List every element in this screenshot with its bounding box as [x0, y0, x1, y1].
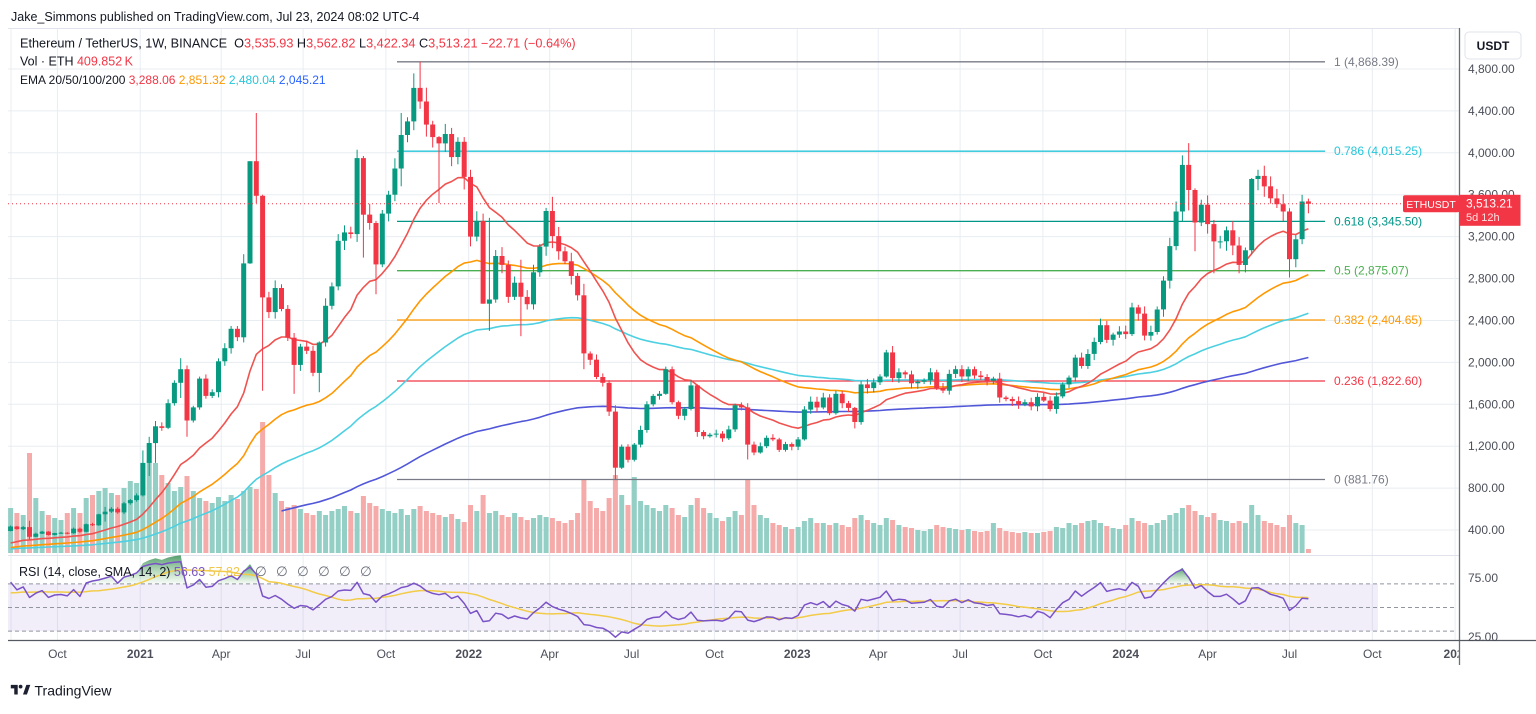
svg-text:∅: ∅ [339, 564, 351, 579]
svg-text:EMA 20/50/100/200 3,288.06 2,8: EMA 20/50/100/200 3,288.06 2,851.32 2,48… [20, 73, 326, 87]
svg-text:0.382 (2,404.65): 0.382 (2,404.65) [1334, 313, 1422, 327]
svg-text:TradingView: TradingView [35, 683, 113, 699]
svg-text:Jul: Jul [295, 647, 310, 661]
svg-text:Apr: Apr [212, 647, 231, 661]
svg-text:2,800.00: 2,800.00 [1468, 272, 1515, 286]
svg-text:Oct: Oct [377, 647, 396, 661]
svg-text:1,600.00: 1,600.00 [1468, 397, 1515, 411]
svg-text:2022: 2022 [455, 647, 482, 661]
svg-text:5d 12h: 5d 12h [1466, 212, 1500, 224]
svg-text:Jake_Simmons published on Trad: Jake_Simmons published on TradingView.co… [11, 10, 419, 24]
svg-text:Jul: Jul [1282, 647, 1297, 661]
svg-text:800.00: 800.00 [1468, 481, 1505, 495]
svg-text:Ethereum / TetherUS, 1W, BINAN: Ethereum / TetherUS, 1W, BINANCE O3,535.… [20, 37, 576, 51]
svg-text:0.618 (3,345.50): 0.618 (3,345.50) [1334, 214, 1422, 228]
svg-text:Vol · ETH 409.852 K: Vol · ETH 409.852 K [20, 55, 134, 69]
svg-text:0.786 (4,015.25): 0.786 (4,015.25) [1334, 144, 1422, 158]
svg-text:0.236 (1,822.60): 0.236 (1,822.60) [1334, 374, 1422, 388]
svg-text:∅: ∅ [255, 564, 267, 579]
svg-text:∅: ∅ [297, 564, 309, 579]
svg-text:4,800.00: 4,800.00 [1468, 62, 1515, 76]
svg-text:0.5 (2,875.07): 0.5 (2,875.07) [1334, 264, 1409, 278]
svg-text:Oct: Oct [1363, 647, 1382, 661]
svg-text:2021: 2021 [127, 647, 154, 661]
svg-text:ETHUSDT: ETHUSDT [1406, 199, 1456, 211]
svg-text:4,400.00: 4,400.00 [1468, 104, 1515, 118]
svg-text:RSI (14, close, SMA, 14, 2) 56: RSI (14, close, SMA, 14, 2) 56.63 57.82 [19, 565, 240, 579]
svg-text:Jul: Jul [624, 647, 639, 661]
svg-text:Oct: Oct [48, 647, 67, 661]
svg-text:3,513.21: 3,513.21 [1466, 196, 1513, 210]
svg-text:2024: 2024 [1112, 647, 1139, 661]
svg-text:Apr: Apr [1198, 647, 1217, 661]
svg-text:4,000.00: 4,000.00 [1468, 146, 1515, 160]
svg-text:0 (881.76): 0 (881.76) [1334, 473, 1389, 487]
svg-text:Apr: Apr [540, 647, 559, 661]
svg-text:1,200.00: 1,200.00 [1468, 439, 1515, 453]
svg-text:400.00: 400.00 [1468, 523, 1505, 537]
svg-text:3,200.00: 3,200.00 [1468, 230, 1515, 244]
svg-text:∅: ∅ [276, 564, 288, 579]
svg-text:Apr: Apr [869, 647, 888, 661]
svg-text:Oct: Oct [705, 647, 724, 661]
svg-text:∅: ∅ [360, 564, 372, 579]
svg-text:Jul: Jul [952, 647, 967, 661]
svg-text:75.00: 75.00 [1468, 571, 1498, 585]
svg-text:2,000.00: 2,000.00 [1468, 355, 1515, 369]
svg-text:2023: 2023 [784, 647, 811, 661]
svg-text:Oct: Oct [1034, 647, 1053, 661]
svg-text:1 (4,868.39): 1 (4,868.39) [1334, 55, 1399, 69]
svg-text:25.00: 25.00 [1468, 630, 1498, 644]
svg-text:2,400.00: 2,400.00 [1468, 314, 1515, 328]
svg-text:USDT: USDT [1477, 39, 1510, 53]
svg-text:∅: ∅ [318, 564, 330, 579]
